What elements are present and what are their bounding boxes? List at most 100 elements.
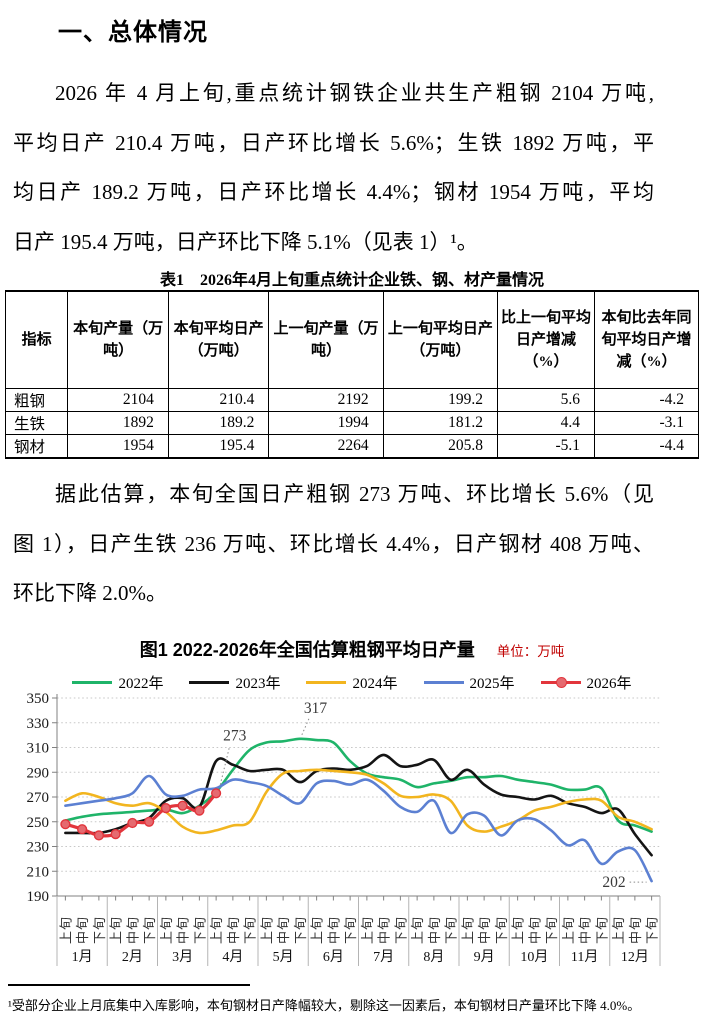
svg-text:下旬: 下旬 — [192, 916, 207, 944]
table-cell: 4.4 — [497, 411, 596, 435]
svg-text:中旬: 中旬 — [276, 916, 291, 944]
svg-text:下旬: 下旬 — [393, 916, 408, 944]
table-column-header: 上一旬平均日产（万吨） — [382, 290, 499, 389]
table-cell: -4.4 — [594, 434, 699, 459]
footnote-text: ¹受部分企业上月底集中入库影响，本旬钢材日产降幅较大，剔除这一因素后，本旬钢材日… — [8, 998, 641, 1013]
table-cell: 1954 — [67, 434, 169, 459]
legend-item: 2024年 — [306, 672, 398, 693]
section-heading: 一、总体情况 — [58, 19, 208, 46]
table-cell: 199.2 — [382, 388, 499, 412]
svg-text:上旬: 上旬 — [511, 916, 526, 944]
paragraph-line: 日产 195.4 万吨，日产环比下降 5.1%（见表 1）¹。 — [13, 229, 478, 254]
table-column-header: 本旬产量（万吨） — [67, 290, 169, 389]
table-column-header: 上一旬产量（万吨） — [268, 290, 384, 389]
svg-text:中旬: 中旬 — [427, 916, 442, 944]
svg-text:317: 317 — [304, 700, 328, 717]
legend-swatch — [306, 681, 347, 684]
legend-label: 2026年 — [586, 676, 632, 692]
svg-text:上旬: 上旬 — [360, 916, 375, 944]
svg-text:下旬: 下旬 — [544, 916, 559, 944]
table-cell: 1892 — [67, 411, 169, 435]
paragraph-overview: 2026 年 4 月上旬,重点统计钢铁企业共生产粗钢 2104 万吨, 平均日产 … — [13, 69, 654, 267]
paragraph-line: 据此估算，本旬全国日产粗钢 273 万吨、环比增长 5.6%（见 — [55, 482, 654, 506]
svg-text:10月: 10月 — [520, 949, 548, 965]
svg-text:3月: 3月 — [172, 949, 193, 965]
svg-text:上旬: 上旬 — [109, 916, 124, 944]
svg-text:8月: 8月 — [423, 949, 444, 965]
paragraph-line: 环比下降 2.0%。 — [13, 581, 167, 605]
svg-text:202: 202 — [602, 874, 625, 891]
svg-text:上旬: 上旬 — [159, 916, 174, 944]
legend-marker-dot — [555, 677, 567, 688]
svg-text:7月: 7月 — [373, 949, 394, 965]
table-row: 生铁 1892 189.2 1994 181.2 4.4 -3.1 — [4, 411, 699, 435]
svg-text:6月: 6月 — [323, 949, 344, 965]
svg-text:下旬: 下旬 — [92, 916, 107, 944]
svg-text:2月: 2月 — [122, 949, 143, 965]
legend-label: 2024年 — [352, 676, 398, 692]
svg-text:中旬: 中旬 — [125, 916, 140, 944]
svg-text:中旬: 中旬 — [578, 916, 593, 944]
svg-text:中旬: 中旬 — [226, 916, 241, 944]
table-cell: 210.4 — [167, 388, 270, 412]
svg-text:中旬: 中旬 — [326, 916, 341, 944]
production-table: 指标 本旬产量（万吨） 本旬平均日产（万吨） 上一旬产量（万吨） 上一旬平均日产（万吨）… — [4, 290, 699, 459]
svg-text:273: 273 — [223, 727, 247, 744]
chart-title-row: 图1 2022-2026年全国估算粗钢平均日产量 单位：万吨 — [0, 636, 704, 662]
svg-text:上旬: 上旬 — [58, 916, 73, 944]
table-column-header: 指标 — [4, 290, 69, 389]
table-cell: 1994 — [268, 411, 384, 435]
svg-text:下旬: 下旬 — [343, 916, 358, 944]
svg-text:中旬: 中旬 — [377, 916, 392, 944]
chart-legend: 2022年 2023年 2024年 2025年 2026年 — [0, 672, 704, 693]
paragraph-line: 均日产 189.2 万吨，日产环比增长 4.4%；钢材 1954 万吨，平均 — [13, 180, 654, 204]
chart-unit-label: 单位：万吨 — [496, 644, 565, 659]
legend-item: 2022年 — [72, 672, 163, 693]
table-column-header: 本旬比去年同旬平均日产增减（%） — [594, 290, 699, 389]
svg-text:下旬: 下旬 — [494, 916, 509, 944]
table-row: 粗钢 2104 210.4 2192 199.2 5.6 -4.2 — [4, 388, 699, 412]
table-column-header: 比上一旬平均日产增减（%） — [497, 290, 596, 389]
svg-text:230: 230 — [27, 840, 50, 856]
svg-text:下旬: 下旬 — [645, 916, 660, 944]
table-cell: -4.2 — [594, 388, 699, 412]
svg-text:350: 350 — [27, 691, 50, 707]
table-cell: 195.4 — [167, 434, 270, 459]
table-cell: 2104 — [67, 388, 169, 412]
svg-text:下旬: 下旬 — [594, 916, 609, 944]
row-label: 生铁 — [4, 411, 69, 435]
table-cell: 2264 — [268, 434, 384, 459]
legend-label: 2023年 — [235, 676, 281, 692]
svg-text:上旬: 上旬 — [611, 916, 626, 944]
legend-swatch — [540, 677, 581, 688]
legend-item: 2023年 — [189, 672, 280, 693]
chart-title: 图1 2022-2026年全国估算粗钢平均日产量 — [139, 640, 475, 660]
table-cell: 189.2 — [167, 411, 270, 435]
table-row: 钢材 1954 195.4 2264 205.8 -5.1 -4.4 — [4, 434, 699, 459]
svg-text:5月: 5月 — [273, 949, 294, 965]
row-label: 钢材 — [4, 434, 69, 459]
svg-text:270: 270 — [27, 790, 50, 806]
paragraph-line: 平均日产 210.4 万吨，日产环比增长 5.6%；生铁 1892 万吨，平 — [13, 130, 654, 155]
legend-swatch — [189, 681, 230, 684]
svg-text:9月: 9月 — [474, 949, 495, 965]
svg-text:中旬: 中旬 — [75, 916, 90, 944]
svg-text:上旬: 上旬 — [209, 916, 224, 944]
table-cell: 205.8 — [382, 434, 499, 459]
table-header: 指标 本旬产量（万吨） 本旬平均日产（万吨） 上一旬产量（万吨） 上一旬平均日产（万吨）… — [4, 290, 699, 389]
svg-text:210: 210 — [27, 864, 50, 880]
table-title: 表1 2026年4月上旬重点统计企业铁、钢、材产量情况 — [159, 272, 544, 289]
table-cell: -3.1 — [594, 411, 699, 435]
table-column-header: 本旬平均日产（万吨） — [167, 290, 270, 389]
svg-text:下旬: 下旬 — [444, 916, 459, 944]
table-cell: 5.6 — [497, 388, 596, 412]
table-cell: -5.1 — [497, 434, 596, 459]
footnote-rule — [8, 984, 250, 986]
paragraph-line: 2026 年 4 月上旬,重点统计钢铁企业共生产粗钢 2104 万吨, — [55, 81, 654, 105]
svg-text:190: 190 — [27, 889, 50, 905]
svg-text:上旬: 上旬 — [410, 916, 425, 944]
table-cell: 181.2 — [382, 411, 499, 435]
svg-text:上旬: 上旬 — [460, 916, 475, 944]
svg-text:310: 310 — [27, 741, 50, 757]
paragraph-line: 图 1），日产生铁 236 万吨、环比增长 4.4%，日产钢材 408 万吨、 — [13, 531, 654, 556]
